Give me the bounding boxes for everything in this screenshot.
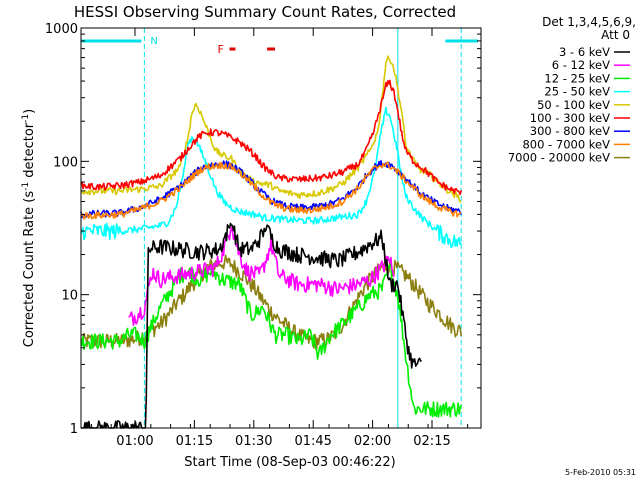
night-label: N bbox=[150, 36, 157, 47]
y-axis-label-mid: detector bbox=[22, 122, 37, 182]
y-tick-label-3: 1000 bbox=[45, 22, 78, 37]
legend-header-attenuator: Att 0 bbox=[601, 28, 630, 42]
x-axis-label: Start Time (08-Sep-03 00:46:22) bbox=[184, 455, 395, 470]
legend-label-8: 7000 - 20000 keV bbox=[508, 151, 610, 165]
x-tick-label-4: 02:00 bbox=[354, 434, 391, 449]
y-tick-label-2: 100 bbox=[53, 155, 78, 170]
series-lines bbox=[80, 55, 462, 429]
chart-title: HESSI Observing Summary Count Rates, Cor… bbox=[74, 3, 456, 21]
series-line-0 bbox=[81, 222, 423, 429]
y-tick-label-0: 1 bbox=[70, 422, 78, 437]
series-line-2 bbox=[80, 262, 462, 418]
legend-label-4: 50 - 100 keV bbox=[537, 98, 610, 112]
series-line-7 bbox=[80, 161, 462, 220]
x-tick-label-1: 01:15 bbox=[176, 434, 213, 449]
series-line-5 bbox=[80, 79, 462, 196]
y-axis-label-sup1: -1 bbox=[21, 182, 31, 191]
legend-label-2: 12 - 25 keV bbox=[544, 71, 610, 85]
series-line-4 bbox=[80, 55, 462, 204]
series-line-3 bbox=[80, 106, 462, 249]
legend-label-7: 800 - 7000 keV bbox=[522, 137, 610, 151]
legend-label-6: 300 - 800 keV bbox=[530, 124, 610, 138]
series-line-8 bbox=[80, 254, 462, 350]
y-axis-label-end: ) bbox=[22, 109, 37, 114]
axes: 01:00 01:15 01:30 01:45 02:00 02:15 1 10 100 1000 bbox=[45, 22, 481, 449]
y-axis-label-sup2: -1 bbox=[21, 114, 31, 123]
flare-label: F bbox=[218, 43, 224, 56]
plot-frame bbox=[80, 27, 482, 429]
legend-label-5: 100 - 300 keV bbox=[530, 111, 610, 125]
x-tick-label-0: 01:00 bbox=[116, 434, 153, 449]
legend-label-1: 6 - 12 keV bbox=[552, 58, 610, 72]
y-tick-label-1: 10 bbox=[61, 289, 78, 304]
footer-date: 5-Feb-2010 05:31 bbox=[565, 468, 636, 477]
series-line-1 bbox=[128, 227, 395, 326]
x-tick-label-2: 01:30 bbox=[235, 434, 272, 449]
legend-label-0: 3 - 6 keV bbox=[559, 45, 610, 59]
legend-header-detectors: Det 1,3,4,5,6,9, bbox=[542, 15, 636, 29]
x-tick-label-5: 02:15 bbox=[413, 434, 450, 449]
x-tick-label-3: 01:45 bbox=[294, 434, 331, 449]
y-axis-label-main: Corrected Count Rate (s bbox=[22, 191, 37, 348]
legend-label-3: 25 - 50 keV bbox=[544, 85, 610, 99]
y-axis-label: Corrected Count Rate (s-1 detector-1) bbox=[21, 109, 37, 347]
